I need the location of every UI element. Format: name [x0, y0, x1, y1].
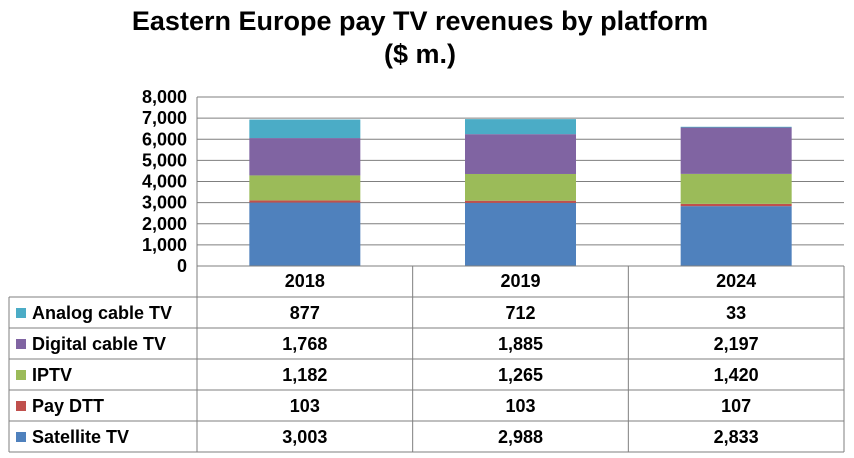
x-tick-label: 2019 [500, 271, 540, 291]
y-tick-label: 3,000 [142, 193, 187, 213]
bars [249, 119, 792, 266]
data-label: 1,265 [498, 365, 543, 385]
y-tick-label: 1,000 [142, 235, 187, 255]
legend-swatch [16, 339, 26, 349]
data-label: 1,885 [498, 334, 543, 354]
legend-label: IPTV [32, 365, 72, 385]
legend-swatch [16, 401, 26, 411]
data-label: 3,003 [282, 427, 327, 447]
y-tick-label: 6,000 [142, 129, 187, 149]
legend-label: Pay DTT [32, 396, 104, 416]
data-label: 712 [505, 303, 535, 323]
y-tick-label: 2,000 [142, 214, 187, 234]
data-label: 1,768 [282, 334, 327, 354]
data-label: 33 [726, 303, 746, 323]
bar-segment [465, 202, 576, 266]
data-label: 877 [290, 303, 320, 323]
bar-segment [249, 138, 361, 176]
bar-segment [680, 206, 792, 266]
bar-segment [680, 203, 792, 207]
y-tick-label: 8,000 [142, 87, 187, 107]
data-label: 103 [505, 396, 535, 416]
data-label: 1,182 [282, 365, 327, 385]
x-tick-label: 2024 [716, 271, 756, 291]
chart-title: Eastern Europe pay TV revenues by platfo… [132, 6, 708, 36]
legend-swatch [16, 370, 26, 380]
bar-segment [249, 200, 361, 203]
data-label: 2,833 [714, 427, 759, 447]
bar-segment [465, 119, 576, 135]
y-tick-label: 0 [177, 256, 187, 276]
data-label: 2,988 [498, 427, 543, 447]
y-tick-label: 4,000 [142, 172, 187, 192]
data-label: 103 [290, 396, 320, 416]
y-tick-label: 7,000 [142, 108, 187, 128]
bar-segment [680, 126, 792, 128]
legend-label: Digital cable TV [32, 334, 166, 354]
bar-segment [465, 173, 576, 201]
bar-segment [465, 134, 576, 174]
x-tick-label: 2018 [285, 271, 325, 291]
bar-segment [249, 202, 361, 266]
bar-segment [249, 119, 361, 139]
bar-segment [465, 200, 576, 203]
legend-swatch [16, 432, 26, 442]
data-label: 2,197 [714, 334, 759, 354]
bar-segment [249, 175, 361, 201]
legend-label: Satellite TV [32, 427, 129, 447]
bar-segment [680, 173, 792, 204]
bar-segment [680, 127, 792, 174]
data-label: 1,420 [714, 365, 759, 385]
legend-label: Analog cable TV [32, 303, 172, 323]
chart-subtitle: ($ m.) [384, 39, 456, 69]
data-label: 107 [721, 396, 751, 416]
y-tick-label: 5,000 [142, 150, 187, 170]
data-table: 2018 2019 2024 Analog cable TV 877 712 33 Digit… [8, 265, 845, 453]
y-axis: 01,0002,0003,0004,0005,0006,0007,0008,00… [142, 87, 198, 276]
legend-swatch [16, 308, 26, 318]
